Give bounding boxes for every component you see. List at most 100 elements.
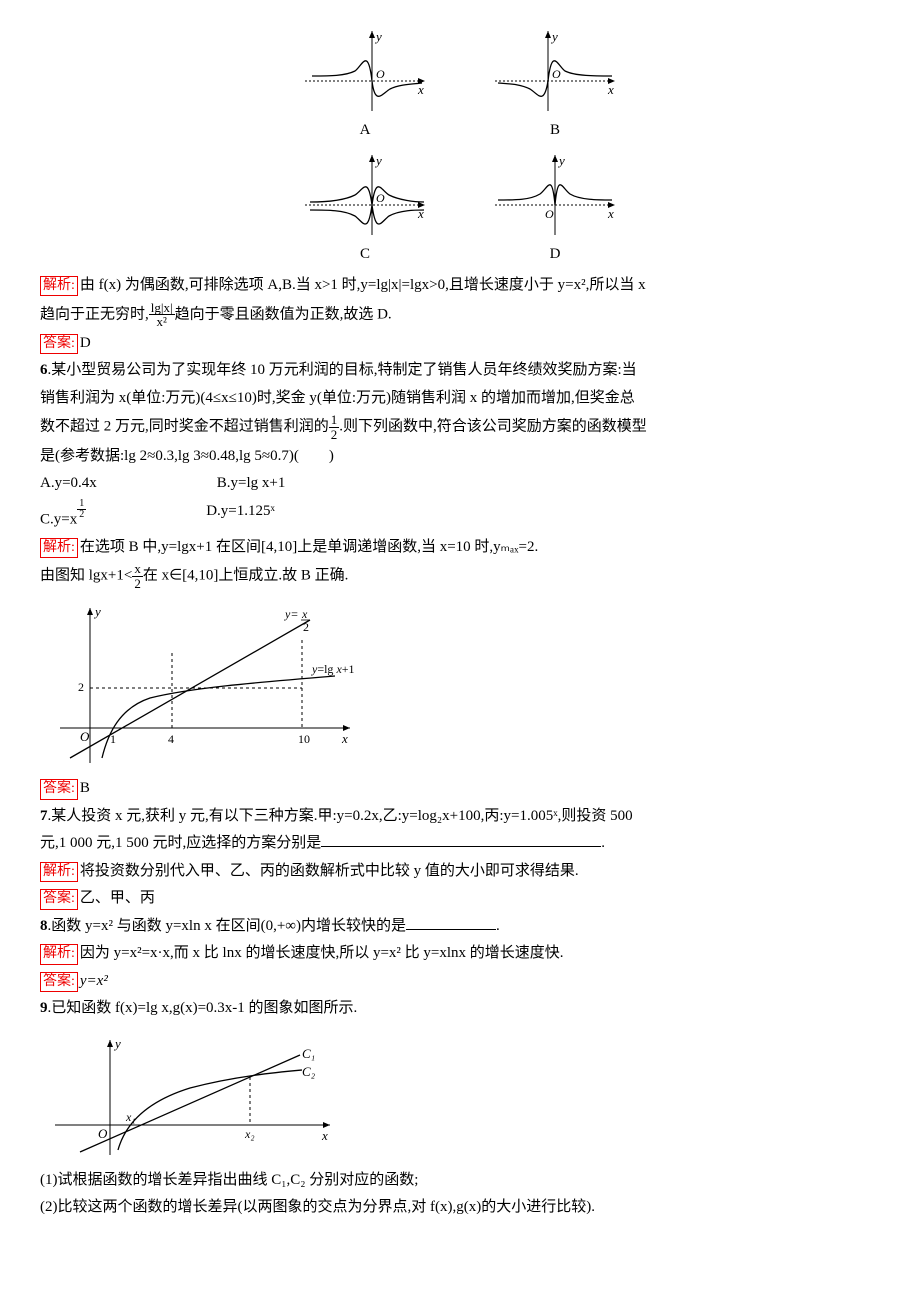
q6-line3: 数不超过 2 万元,同时奖金不超过销售利润的12.则下列函数中,符合该公司奖励方… bbox=[40, 413, 880, 441]
q6-stem-c2: .则下列函数中,符合该公司奖励方案的函数模型 bbox=[339, 419, 647, 435]
q6-frac-den: 2 bbox=[329, 428, 340, 442]
q5-panel-A: y x O A bbox=[300, 26, 430, 144]
q8-jiexi: 解析:因为 y=x²=x·x,而 x 比 lnx 的增长速度快,所以 y=x² … bbox=[40, 941, 880, 967]
q6-optC-exp-den: 2 bbox=[77, 510, 86, 521]
q7-line2: 元,1 000 元,1 500 元时,应选择的方案分别是. bbox=[40, 831, 880, 857]
graph-D: y x O bbox=[490, 150, 620, 240]
q9-part1: (1)试根据函数的增长差异指出曲线 C₁,C₂ 分别对应的函数; bbox=[40, 1168, 880, 1194]
jiexi-tag: 解析: bbox=[40, 276, 78, 296]
svg-text:O: O bbox=[98, 1126, 108, 1141]
svg-text:x₂: x₂ bbox=[244, 1127, 255, 1141]
q8-stem: .函数 y=x² 与函数 y=xln x 在区间(0,+∞)内增长较快的是 bbox=[48, 918, 406, 934]
svg-text:y=: y= bbox=[284, 607, 298, 621]
svg-text:4: 4 bbox=[168, 732, 174, 746]
svg-text:y: y bbox=[93, 604, 101, 619]
graph-B: y x O bbox=[490, 26, 620, 116]
q9-line1: 9.已知函数 f(x)=lg x,g(x)=0.3x-1 的图象如图所示. bbox=[40, 996, 880, 1022]
svg-text:x: x bbox=[607, 82, 614, 97]
q7-number: 7 bbox=[40, 808, 48, 824]
q5-figure-row-top: y x O A y x O B bbox=[40, 26, 880, 144]
q9-part2: (2)比较这两个函数的增长差异(以两图象的交点为分界点,对 f(x),g(x)的… bbox=[40, 1195, 880, 1221]
q5-jiexi-text-b2: 趋向于零且函数值为正数,故选 D. bbox=[175, 306, 392, 322]
q6-number: 6 bbox=[40, 362, 48, 378]
jiexi-tag: 解析: bbox=[40, 862, 78, 882]
q6-b-frac: x2 bbox=[132, 562, 143, 590]
svg-text:O: O bbox=[80, 729, 90, 744]
q7-jiexi: 解析:将投资数分别代入甲、乙、丙的函数解析式中比较 y 值的大小即可求得结果. bbox=[40, 859, 880, 885]
q6-frac-num: 1 bbox=[329, 413, 340, 428]
svg-text:O: O bbox=[376, 191, 385, 205]
graph-C: y x O bbox=[300, 150, 430, 240]
q7-ans-val: 乙、甲、丙 bbox=[80, 890, 155, 906]
q7-answer: 答案:乙、甲、丙 bbox=[40, 886, 880, 912]
q7-stem-b: 元,1 000 元,1 500 元时,应选择的方案分别是 bbox=[40, 835, 321, 851]
q6-jiexi-line1: 解析:在选项 B 中,y=lgx+1 在区间[4,10]上是单调递增函数,当 x… bbox=[40, 535, 880, 561]
q5-jiexi-text-a: 由 f(x) 为偶函数,可排除选项 A,B.当 x>1 时,y=lg|x|=lg… bbox=[80, 277, 646, 293]
svg-text:O: O bbox=[376, 67, 385, 81]
svg-text:10: 10 bbox=[298, 732, 310, 746]
q8-number: 8 bbox=[40, 918, 48, 934]
q6-jiexi-a: 在选项 B 中,y=lgx+1 在区间[4,10]上是单调递增函数,当 x=10… bbox=[80, 539, 538, 555]
q5-panel-D: y x O D bbox=[490, 150, 620, 268]
svg-text:x: x bbox=[301, 607, 308, 621]
jiexi-tag: 解析: bbox=[40, 538, 78, 558]
q5-frac-den: x² bbox=[149, 315, 175, 329]
q6-optD: D.y=1.125ˣ bbox=[206, 499, 275, 533]
q6-opts-row2: C.y=x12 D.y=1.125ˣ bbox=[40, 499, 880, 533]
q7-jiexi-text: 将投资数分别代入甲、乙、丙的函数解析式中比较 y 值的大小即可求得结果. bbox=[80, 863, 579, 879]
q5-panel-C: y x O C bbox=[300, 150, 430, 268]
q6-b-frac-num: x bbox=[132, 562, 143, 577]
svg-text:2: 2 bbox=[303, 620, 309, 634]
daan-tag: 答案: bbox=[40, 334, 78, 354]
q5-panel-B: y x O B bbox=[490, 26, 620, 144]
q9-number: 9 bbox=[40, 1000, 48, 1016]
q5-jiexi-text-b1: 趋向于正无穷时, bbox=[40, 306, 149, 322]
svg-text:x: x bbox=[417, 206, 424, 221]
svg-text:y: y bbox=[374, 29, 382, 44]
q8-jiexi-text: 因为 y=x²=x·x,而 x 比 lnx 的增长速度快,所以 y=x² 比 y… bbox=[80, 945, 564, 961]
q5-jiexi-line2: 趋向于正无穷时,lg|x|x²趋向于零且函数值为正数,故选 D. bbox=[40, 301, 880, 329]
svg-text:y: y bbox=[374, 153, 382, 168]
svg-text:y: y bbox=[550, 29, 558, 44]
q5-answer: 答案:D bbox=[40, 331, 880, 357]
q7-blank bbox=[321, 832, 601, 847]
daan-tag: 答案: bbox=[40, 889, 78, 909]
q6-jiexi-b2: 在 x∈[4,10]上恒成立.故 B 正确. bbox=[143, 568, 349, 584]
q5-frac-num: lg|x| bbox=[149, 301, 175, 316]
q5-jiexi-line1: 解析:由 f(x) 为偶函数,可排除选项 A,B.当 x>1 时,y=lg|x|… bbox=[40, 273, 880, 299]
svg-text:x: x bbox=[321, 1128, 328, 1143]
svg-text:C₂: C₂ bbox=[302, 1064, 316, 1079]
q9-graph: O x y C₁ C₂ x₁ x₂ bbox=[40, 1030, 340, 1160]
svg-text:x: x bbox=[607, 206, 614, 221]
svg-text:x: x bbox=[417, 82, 424, 97]
q9-stem: .已知函数 f(x)=lg x,g(x)=0.3x-1 的图象如图所示. bbox=[48, 1000, 358, 1016]
q6-jiexi-line2: 由图知 lgx+1<x2在 x∈[4,10]上恒成立.故 B 正确. bbox=[40, 562, 880, 590]
q6-opts-row1: A.y=0.4x B.y=lg x+1 bbox=[40, 471, 880, 497]
label-A: A bbox=[360, 118, 371, 144]
q6-optA: A.y=0.4x bbox=[40, 471, 97, 497]
q8-ans-val: y=x² bbox=[80, 973, 108, 989]
svg-text:C₁: C₁ bbox=[302, 1046, 315, 1061]
q5-ans-val: D bbox=[80, 335, 91, 351]
svg-text:x₁: x₁ bbox=[125, 1110, 136, 1124]
q8-answer: 答案:y=x² bbox=[40, 969, 880, 995]
jiexi-tag: 解析: bbox=[40, 944, 78, 964]
q6-stem-a: .某小型贸易公司为了实现年终 10 万元利润的目标,特制定了销售人员年终绩效奖励… bbox=[48, 362, 637, 378]
q9-graph-wrap: O x y C₁ C₂ x₁ x₂ bbox=[40, 1030, 880, 1160]
q6-optC-exp: 12 bbox=[77, 499, 86, 521]
q8-blank bbox=[406, 915, 496, 930]
q8-line1: 8.函数 y=x² 与函数 y=xln x 在区间(0,+∞)内增长较快的是. bbox=[40, 914, 880, 940]
svg-text:y=lg x+1: y=lg x+1 bbox=[311, 662, 355, 676]
q6-graph-wrap: O x y 1 4 10 2 y= x 2 y=lg x+1 bbox=[40, 598, 880, 768]
svg-text:O: O bbox=[545, 207, 554, 221]
q6-optB: B.y=lg x+1 bbox=[217, 471, 286, 497]
q6-optC-pre: C.y=x bbox=[40, 511, 77, 527]
q6-b-frac-den: 2 bbox=[132, 577, 143, 591]
q6-optC: C.y=x12 bbox=[40, 499, 86, 533]
svg-text:y: y bbox=[557, 153, 565, 168]
q6-stem-c1: 数不超过 2 万元,同时奖金不超过销售利润的 bbox=[40, 419, 329, 435]
q6-line4: 是(参考数据:lg 2≈0.3,lg 3≈0.48,lg 5≈0.7)( ) bbox=[40, 444, 880, 470]
q6-line2: 销售利润为 x(单位:万元)(4≤x≤10)时,奖金 y(单位:万元)随销售利润… bbox=[40, 386, 880, 412]
label-B: B bbox=[550, 118, 560, 144]
q6-frac: 12 bbox=[329, 413, 340, 441]
